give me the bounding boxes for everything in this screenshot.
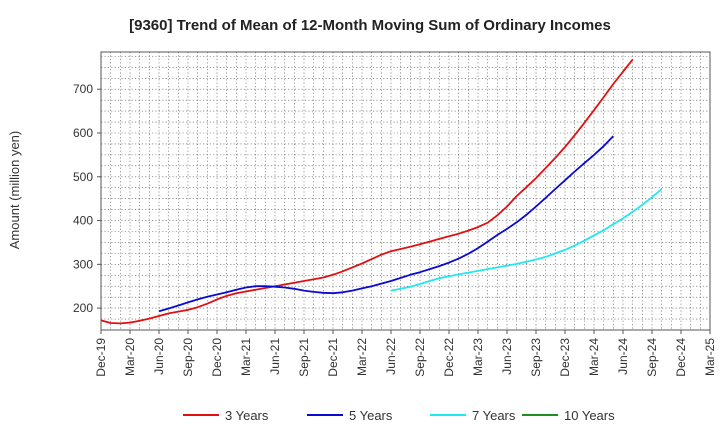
x-tick-label: Jun-24	[616, 338, 630, 375]
x-tick-label: Jun-20	[152, 338, 166, 375]
y-ticks: 200 300 400 500 600 700	[73, 82, 101, 315]
x-tick-label: Sep-21	[297, 338, 311, 377]
series-line-7-years	[390, 188, 663, 292]
legend-label: 10 Years	[564, 408, 615, 423]
x-tick-label: Mar-21	[239, 338, 253, 376]
y-axis-label: Amount (million yen)	[7, 131, 22, 250]
x-tick-label: Dec-22	[442, 338, 456, 377]
x-tick-label: Sep-22	[413, 338, 427, 377]
x-tick-label: Sep-24	[645, 338, 659, 377]
y-tick-label: 500	[73, 170, 93, 184]
x-tick-label: Mar-22	[355, 338, 369, 376]
x-tick-label: Jun-23	[500, 338, 514, 375]
y-tick-label: 200	[73, 301, 93, 315]
x-tick-label: Dec-19	[94, 338, 108, 377]
legend-label: 7 Years	[472, 408, 516, 423]
y-tick-label: 600	[73, 126, 93, 140]
x-tick-label: Jun-22	[384, 338, 398, 375]
x-tick-label: Mar-25	[703, 338, 717, 376]
x-tick-label: Mar-20	[123, 338, 137, 376]
plot-frame	[100, 51, 711, 331]
y-tick-label: 700	[73, 82, 93, 96]
x-tick-label: Dec-23	[558, 338, 572, 377]
legend: 3 Years 5 Years 7 Years 10 Years	[183, 408, 615, 423]
series-group	[100, 58, 663, 325]
chart-title: [9360] Trend of Mean of 12-Month Moving …	[129, 17, 611, 34]
y-tick-label: 300	[73, 257, 93, 271]
x-tick-label: Jun-21	[268, 338, 282, 375]
x-tick-label: Dec-21	[326, 338, 340, 377]
legend-label: 5 Years	[349, 408, 393, 423]
legend-label: 3 Years	[225, 408, 269, 423]
x-tick-label: Dec-24	[674, 338, 688, 377]
y-tick-label: 400	[73, 214, 93, 228]
x-tick-label: Sep-20	[181, 338, 195, 377]
x-ticks: Dec-19 Mar-20 Jun-20 Sep-20 Dec-20 Mar-21 Jun-…	[94, 330, 717, 377]
series-line-5-years	[158, 135, 614, 313]
x-tick-label: Dec-20	[210, 338, 224, 377]
x-tick-label: Mar-24	[587, 338, 601, 376]
x-tick-label: Sep-23	[529, 338, 543, 377]
x-tick-label: Mar-23	[471, 338, 485, 376]
series-line-3-years	[100, 58, 634, 325]
